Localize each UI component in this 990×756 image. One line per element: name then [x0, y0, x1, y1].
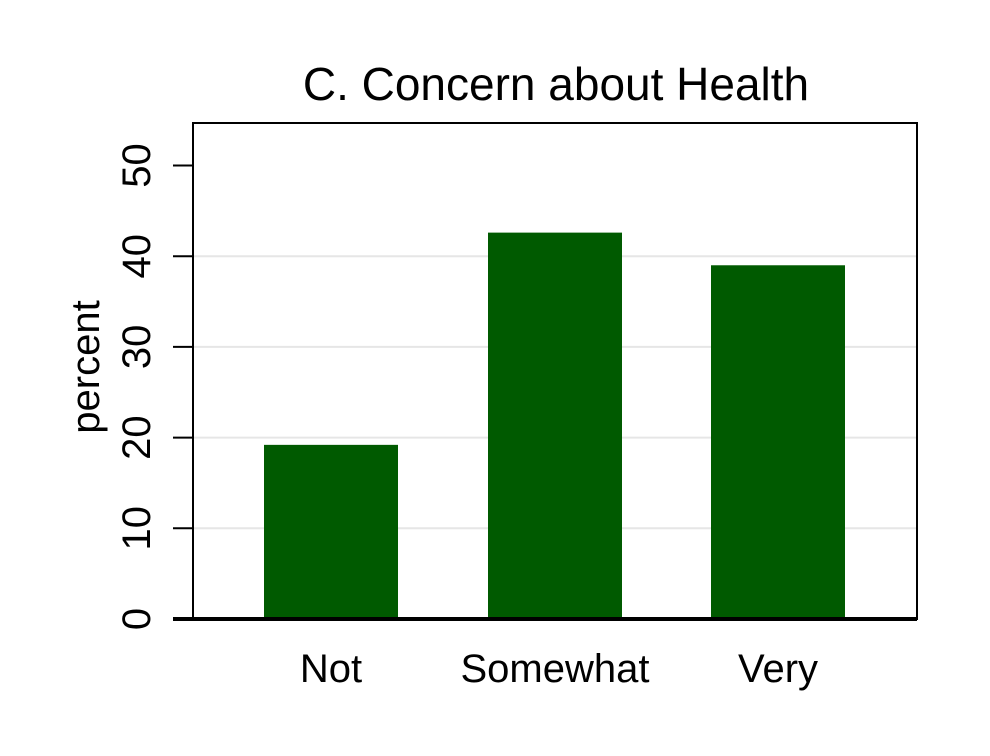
y-tick-label: 10 [115, 506, 159, 551]
y-tick-label: 20 [115, 415, 159, 460]
chart-title: C. Concern about Health [303, 58, 809, 110]
x-tick-label: Somewhat [461, 647, 650, 691]
x-tick-label: Not [300, 647, 362, 691]
y-axis-ticks: 0 10 20 30 40 50 [115, 143, 193, 630]
bars [264, 232, 845, 620]
x-axis-labels: Not Somewhat Very [300, 647, 818, 691]
bar [488, 232, 622, 620]
bar [264, 444, 398, 619]
y-axis-label: percent [64, 300, 108, 433]
y-tick-label: 30 [115, 325, 159, 370]
bar [711, 265, 845, 619]
y-tick-label: 0 [115, 608, 159, 630]
x-tick-label: Very [738, 647, 818, 691]
y-tick-label: 40 [115, 234, 159, 279]
y-tick-label: 50 [115, 143, 159, 188]
